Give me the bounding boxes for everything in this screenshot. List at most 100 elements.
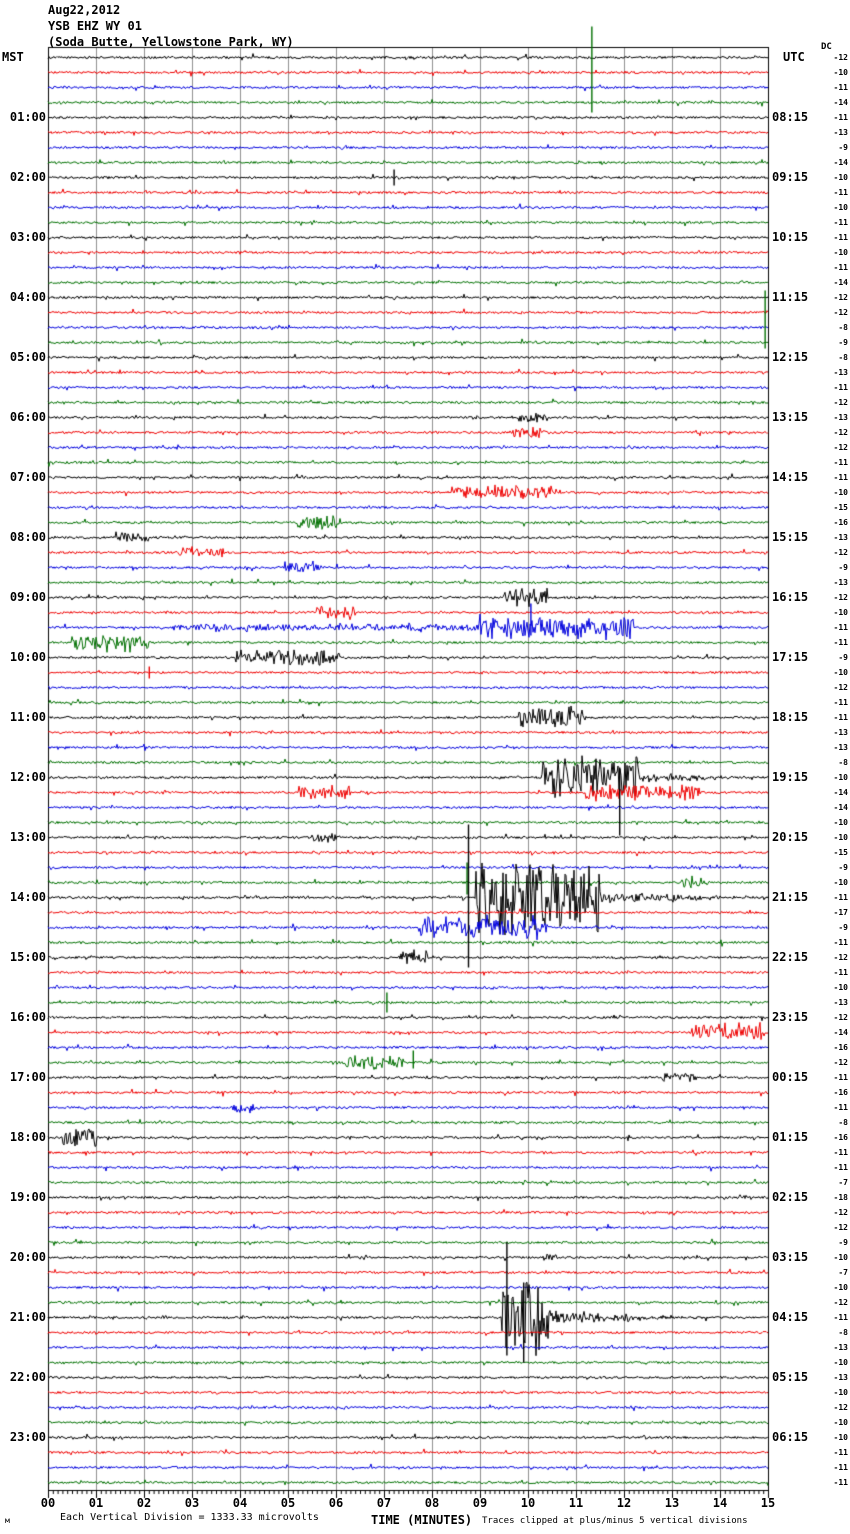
dc-offset-value: -9 [838, 337, 848, 347]
dc-offset-value: -9 [838, 862, 848, 872]
dc-offset-value: -10 [833, 1252, 848, 1262]
dc-offset-value: -10 [833, 667, 848, 677]
x-tick-label: 11 [568, 1496, 584, 1510]
dc-offset-value: -10 [833, 1417, 848, 1427]
dc-offset-value: -12 [833, 1057, 848, 1067]
dc-offset-value: -13 [833, 532, 848, 542]
dc-offset-value: -11 [833, 82, 848, 92]
utc-time-label: 00:15 [772, 1070, 809, 1084]
mst-time-label: 13:00 [9, 830, 46, 844]
dc-offset-value: -12 [833, 547, 848, 557]
dc-offset-value: -11 [833, 637, 848, 647]
dc-axis-header: DC [821, 42, 832, 52]
mst-time-label: 08:00 [9, 530, 46, 544]
dc-offset-value: -10 [833, 1282, 848, 1292]
mst-time-label: 18:00 [9, 1130, 46, 1144]
dc-offset-value: -11 [833, 712, 848, 722]
header-station: YSB EHZ WY 01 [48, 19, 142, 33]
dc-offset-value: -14 [833, 277, 848, 287]
dc-offset-value: -12 [833, 427, 848, 437]
x-tick-label: 02 [136, 1496, 152, 1510]
x-tick-label: 05 [280, 1496, 296, 1510]
utc-time-label: 04:15 [772, 1310, 809, 1324]
utc-time-label: 17:15 [772, 650, 809, 664]
dc-offset-value: -10 [833, 772, 848, 782]
header-date: Aug22,2012 [48, 3, 121, 17]
dc-offset-value: -11 [833, 457, 848, 467]
dc-offset-value: -13 [833, 1372, 848, 1382]
dc-offset-value: -9 [838, 922, 848, 932]
dc-offset-value: -11 [833, 622, 848, 632]
mst-time-label: 20:00 [9, 1250, 46, 1264]
dc-offset-value: -14 [833, 802, 848, 812]
dc-offset-value: -11 [833, 262, 848, 272]
mst-time-label: 16:00 [9, 1010, 46, 1024]
dc-offset-value: -15 [833, 502, 848, 512]
mst-time-label: 07:00 [9, 470, 46, 484]
utc-time-label: 12:15 [772, 350, 809, 364]
dc-offset-value: -10 [833, 832, 848, 842]
utc-time-label: 13:15 [772, 410, 809, 424]
dc-offset-value: -12 [833, 1222, 848, 1232]
x-tick-label: 12 [616, 1496, 632, 1510]
utc-time-label: 10:15 [772, 230, 809, 244]
dc-offset-value: -8 [838, 1117, 848, 1127]
dc-offset-value: -10 [833, 1432, 848, 1442]
dc-offset-value: -8 [838, 322, 848, 332]
dc-offset-value: -13 [833, 1342, 848, 1352]
dc-offset-value: -8 [838, 352, 848, 362]
dc-offset-value: -13 [833, 412, 848, 422]
dc-offset-value: -10 [833, 247, 848, 257]
x-tick-label: 08 [424, 1496, 440, 1510]
dc-offset-value: -15 [833, 847, 848, 857]
x-tick-label: 13 [664, 1496, 680, 1510]
x-tick-label: 15 [760, 1496, 776, 1510]
dc-offset-value: -12 [833, 1402, 848, 1412]
dc-offset-value: -10 [833, 67, 848, 77]
dc-offset-value: -12 [833, 682, 848, 692]
dc-offset-value: -12 [833, 592, 848, 602]
dc-offset-value: -12 [833, 442, 848, 452]
mst-time-label: 11:00 [9, 710, 46, 724]
header-location: (Soda Butte, Yellowstone Park, WY) [48, 35, 294, 49]
mst-time-label: 02:00 [9, 170, 46, 184]
utc-time-label: 15:15 [772, 530, 809, 544]
mst-time-label: 06:00 [9, 410, 46, 424]
x-tick-label: 14 [712, 1496, 728, 1510]
utc-time-label: 09:15 [772, 170, 809, 184]
x-tick-label: 07 [376, 1496, 392, 1510]
dc-offset-value: -12 [833, 1297, 848, 1307]
utc-time-label: 18:15 [772, 710, 809, 724]
dc-offset-value: -11 [833, 1162, 848, 1172]
mst-time-label: 03:00 [9, 230, 46, 244]
dc-offset-value: -11 [833, 1462, 848, 1472]
dc-offset-value: -13 [833, 367, 848, 377]
dc-offset-value: -11 [833, 937, 848, 947]
dc-offset-value: -12 [833, 1207, 848, 1217]
dc-offset-value: -16 [833, 1087, 848, 1097]
x-axis-title: TIME (MINUTES) [371, 1513, 473, 1527]
dc-offset-value: -11 [833, 1072, 848, 1082]
dc-offset-value: -16 [833, 517, 848, 527]
dc-offset-value: -11 [833, 892, 848, 902]
dc-offset-value: -11 [833, 1102, 848, 1112]
utc-time-label: 08:15 [772, 110, 809, 124]
utc-time-label: 21:15 [772, 890, 809, 904]
dc-offset-value: -10 [833, 202, 848, 212]
mst-time-label: 21:00 [9, 1310, 46, 1324]
mst-time-label: 19:00 [9, 1190, 46, 1204]
dc-offset-value: -12 [833, 1012, 848, 1022]
dc-offset-value: -11 [833, 1447, 848, 1457]
dc-offset-value: -13 [833, 577, 848, 587]
utc-time-label: 14:15 [772, 470, 809, 484]
dc-offset-value: -10 [833, 607, 848, 617]
dc-offset-value: -10 [833, 487, 848, 497]
utc-time-label: 06:15 [772, 1430, 809, 1444]
dc-offset-value: -8 [838, 1327, 848, 1337]
scale-note: Each Vertical Division = 1333.33 microvo… [60, 1512, 319, 1523]
utc-time-label: 05:15 [772, 1370, 809, 1384]
utc-time-label: 02:15 [772, 1190, 809, 1204]
x-tick-label: 06 [328, 1496, 344, 1510]
dc-offset-value: -13 [833, 742, 848, 752]
